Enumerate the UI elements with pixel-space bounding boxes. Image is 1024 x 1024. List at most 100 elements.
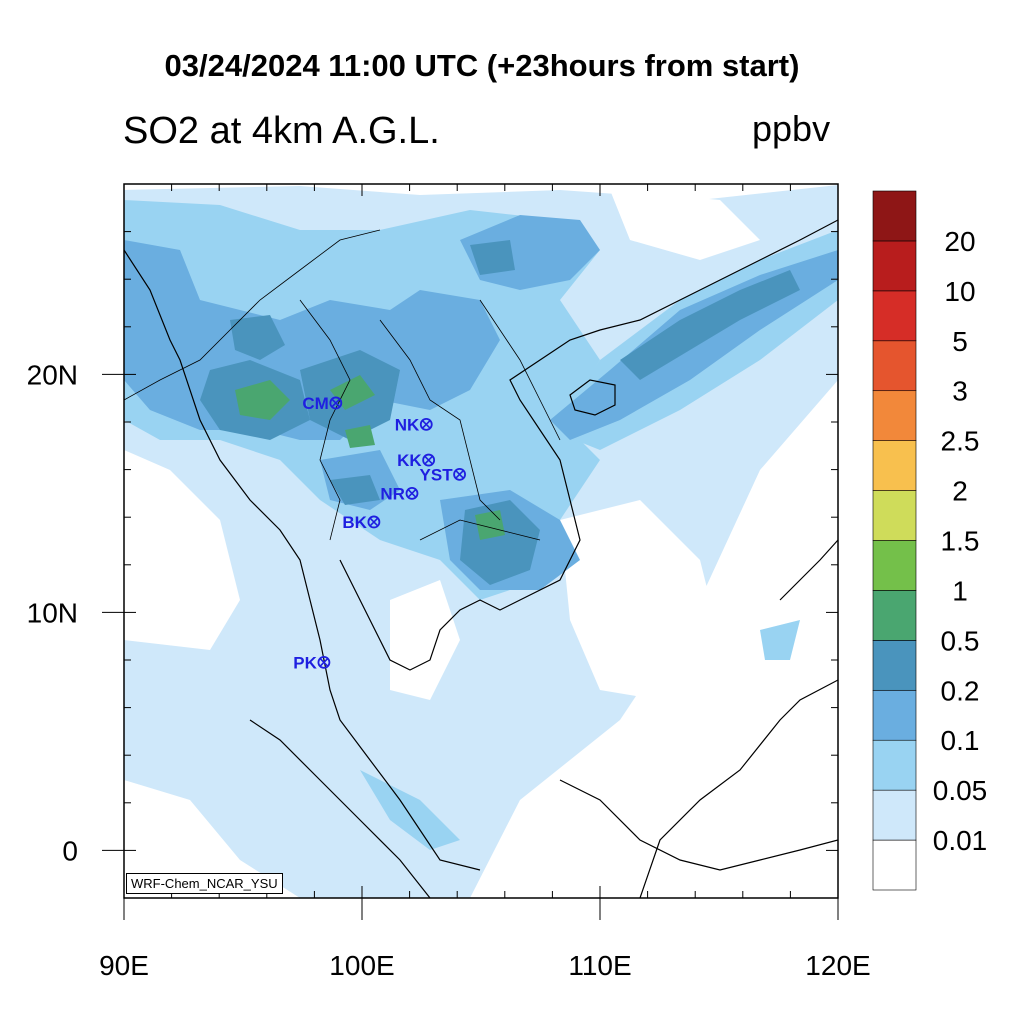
colorbar-label: 2.5 (941, 426, 980, 457)
station-nk: NK (395, 415, 433, 434)
station-label: BK (342, 513, 367, 532)
coastline-borneo (639, 679, 838, 898)
map-frame (123, 183, 839, 899)
colorbar-box (872, 789, 917, 841)
station-label: NR (380, 484, 405, 503)
colorbar-box (872, 689, 917, 741)
station-yst: YST (420, 465, 466, 484)
y-tick-label: 20N (27, 359, 78, 390)
x-axis-labels: 90E 100E 110E 120E (99, 950, 871, 981)
so2-contour-very-strong (330, 475, 380, 505)
so2-contour-peak (235, 380, 290, 420)
border-line (419, 519, 541, 541)
so2-contour-very-strong (470, 240, 515, 275)
station-marker-icon (317, 655, 331, 669)
station-label: YST (420, 465, 454, 484)
so2-contour-medium (760, 620, 800, 660)
station-marker-cross (331, 398, 341, 408)
chart-subtitle: SO2 at 4km A.G.L. (123, 110, 440, 152)
so2-gap (124, 450, 240, 650)
x-tick-label: 90E (99, 950, 149, 981)
station-label: CM (302, 394, 328, 413)
x-tick-label: 120E (805, 950, 870, 981)
colorbar-label: 5 (952, 326, 968, 357)
y-tick-label: 10N (27, 597, 78, 628)
so2-gap (560, 500, 720, 700)
station-label: NK (395, 415, 420, 434)
coastline-luzon (779, 539, 838, 601)
colorbar: 0.01 0.05 0.1 0.2 0.5 1 1.5 2 2.5 3 5 10 20 (872, 190, 988, 891)
colorbar-box (872, 490, 917, 541)
so2-contour-very-strong (230, 315, 285, 360)
border-line (124, 229, 381, 401)
colorbar-label: 1 (952, 575, 968, 606)
station-label: KK (397, 451, 422, 470)
border-line (379, 319, 501, 521)
station-nr: NR (380, 484, 419, 503)
colorbar-label: 3 (952, 376, 968, 407)
station-cm: CM (302, 394, 343, 413)
station-label: PK (293, 653, 317, 672)
station-marker-icon (367, 515, 381, 529)
units-label: ppbv (752, 108, 831, 149)
colorbar-label: 0.5 (941, 625, 980, 656)
colorbar-box (872, 590, 917, 641)
so2-gap (760, 560, 838, 720)
station-marker-cross (424, 455, 434, 465)
colorbar-label: 20 (944, 226, 975, 257)
so2-contour-medium (360, 770, 460, 850)
colorbar-box (872, 739, 917, 791)
station-marker-cross (407, 489, 417, 498)
colorbar-box (872, 540, 917, 591)
coastline-gulf (339, 219, 838, 671)
colorbar-box (872, 190, 917, 242)
colorbar-label: 2 (952, 476, 968, 507)
station-marker-cross (455, 469, 464, 479)
border-line (299, 299, 351, 541)
station-marker-cross (319, 658, 329, 667)
station-marker-icon (453, 467, 466, 481)
station-bk: BK (342, 513, 381, 532)
so2-contour-peak (345, 425, 375, 448)
so2-contour-light (124, 640, 380, 840)
colorbar-label: 0.2 (941, 675, 980, 706)
station-kk: KK (397, 451, 436, 470)
station-marker-icon (329, 396, 343, 410)
colorbar-label: 10 (944, 276, 975, 307)
x-tick-label: 110E (568, 950, 631, 981)
border-line (479, 299, 561, 441)
colorbar-label: 1.5 (941, 526, 980, 557)
y-axis-labels: 0 10N 20N (27, 359, 78, 866)
colorbar-label: 0.01 (933, 825, 988, 856)
coastline-sumatra (249, 719, 431, 898)
colorbar-box (872, 440, 917, 491)
station-marker-icon (419, 417, 433, 431)
coastline-hainan (569, 379, 616, 416)
coastlines (124, 219, 838, 898)
chart-title: 03/24/2024 11:00 UTC (+23hours from star… (164, 48, 800, 83)
so2-gap (390, 580, 460, 700)
y-tick-label: 0 (62, 835, 78, 866)
station-pk: PK (293, 653, 331, 672)
model-credit: WRF-Chem_NCAR_YSU (126, 873, 283, 894)
colorbar-box (872, 390, 917, 441)
colorbar-box (872, 640, 917, 691)
so2-gap (610, 190, 760, 260)
so2-contour-very-strong (620, 270, 800, 380)
colorbar-box (872, 340, 917, 392)
station-marker-icon (422, 453, 436, 467)
so2-field (124, 185, 838, 898)
colorbar-box (872, 839, 917, 891)
station-marker-cross (421, 420, 431, 429)
colorbar-label: 0.1 (941, 725, 980, 756)
country-borders (124, 229, 561, 541)
station-marker-icon (405, 486, 419, 500)
colorbar-box (872, 290, 917, 342)
x-tick-label: 100E (329, 950, 394, 981)
axis-ticks (102, 183, 839, 920)
colorbar-label: 0.05 (933, 775, 988, 806)
coastline-mainland (124, 249, 481, 871)
colorbar-box (872, 240, 917, 292)
